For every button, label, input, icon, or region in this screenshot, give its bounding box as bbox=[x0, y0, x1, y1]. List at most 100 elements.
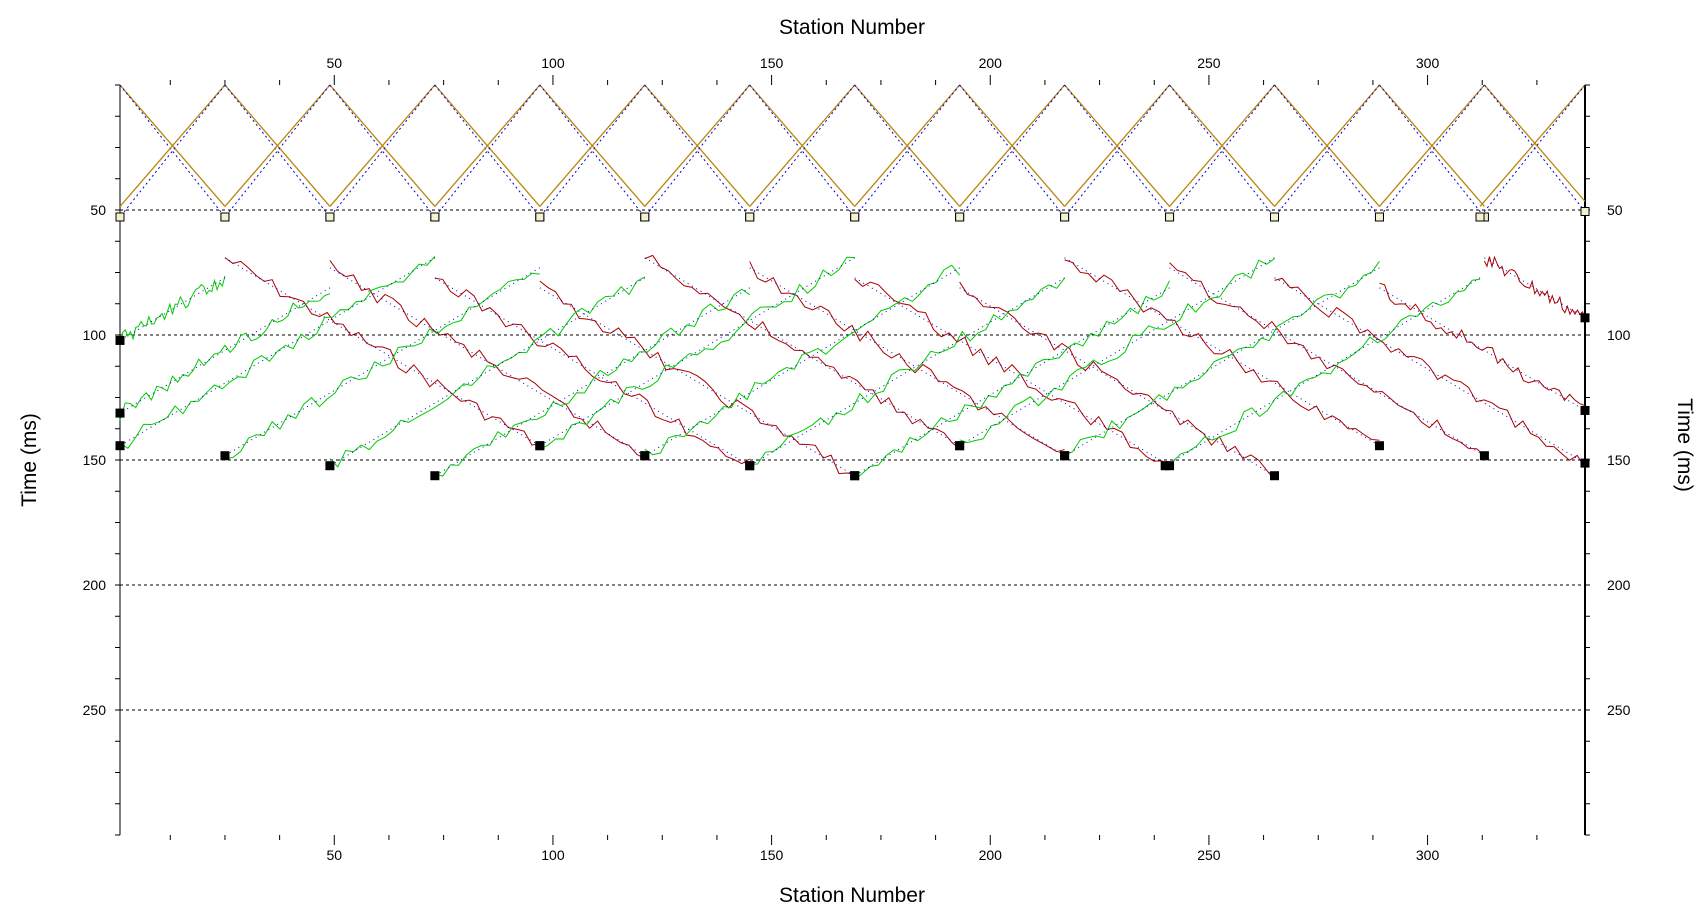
y-tick-label-right-250: 250 bbox=[1607, 702, 1631, 718]
refraction-model-line bbox=[119, 287, 331, 414]
refraction-model-line bbox=[959, 257, 1275, 447]
refraction-pick-line bbox=[539, 256, 855, 450]
direct-wave-model bbox=[749, 84, 856, 218]
direct-wave-model bbox=[224, 84, 331, 218]
x-tick-label-top-200: 200 bbox=[979, 55, 1003, 71]
refraction-end-marker bbox=[115, 441, 125, 451]
direct-wave-model bbox=[644, 84, 751, 218]
refraction-model-line bbox=[1169, 267, 1485, 457]
direct-wave-model bbox=[224, 84, 331, 218]
y-tick-label-left-100: 100 bbox=[83, 327, 107, 343]
direct-wave-model bbox=[329, 84, 436, 218]
refraction-end-marker bbox=[115, 335, 125, 345]
ticks bbox=[115, 75, 1590, 845]
direct-wave-pick bbox=[644, 84, 751, 207]
refraction-pick-line bbox=[959, 258, 1275, 444]
refraction-end-marker bbox=[325, 461, 335, 471]
refraction-pick-line bbox=[119, 293, 331, 421]
x-tick-label-top-250: 250 bbox=[1197, 55, 1221, 71]
direct-wave-model bbox=[119, 84, 226, 218]
crossover-marker bbox=[430, 212, 440, 222]
x-tick-label-top-100: 100 bbox=[541, 55, 565, 71]
refraction-end-marker bbox=[220, 451, 230, 461]
y-tick-label-left-150: 150 bbox=[83, 452, 107, 468]
direct-wave-model bbox=[749, 84, 856, 218]
direct-wave-model bbox=[329, 84, 436, 218]
direct-wave-model bbox=[434, 84, 541, 218]
x-tick-label-top-150: 150 bbox=[760, 55, 784, 71]
refraction-model-line bbox=[119, 277, 226, 341]
refraction-pick-line bbox=[854, 280, 1170, 481]
x-tick-label-bottom-200: 200 bbox=[979, 847, 1003, 863]
x-tick-label-bottom-250: 250 bbox=[1197, 847, 1221, 863]
direct-wave-pick bbox=[1064, 84, 1171, 207]
crossover-marker bbox=[1374, 212, 1384, 222]
refraction-pick-line bbox=[329, 260, 646, 460]
crossover-marker bbox=[1270, 212, 1280, 222]
direct-wave-model bbox=[1479, 84, 1586, 218]
crossover-marker bbox=[1580, 207, 1590, 216]
refraction-end-marker bbox=[1580, 458, 1590, 468]
x-tick-label-top-50: 50 bbox=[326, 55, 342, 71]
direct-wave-model bbox=[854, 84, 961, 218]
refraction-model-line bbox=[749, 267, 1065, 457]
crossover-marker bbox=[220, 212, 230, 222]
refraction-model-line bbox=[434, 277, 750, 467]
direct-wave-model bbox=[539, 84, 646, 218]
refraction-model-line bbox=[119, 257, 436, 447]
y-tick-label-right-150: 150 bbox=[1607, 452, 1631, 468]
refraction-model-line bbox=[1164, 277, 1481, 467]
x-tick-label-bottom-50: 50 bbox=[326, 847, 342, 863]
direct-wave-pick bbox=[749, 84, 856, 207]
y-axis-title-left: Time (ms) bbox=[18, 413, 41, 507]
x-tick-label-bottom-150: 150 bbox=[760, 847, 784, 863]
y-tick-label-right-50: 50 bbox=[1607, 202, 1623, 218]
refraction-model-line bbox=[749, 277, 1065, 467]
refraction-pick-line bbox=[1379, 282, 1586, 407]
direct-wave-pick bbox=[539, 84, 646, 207]
x-axis-title-top: Station Number bbox=[779, 16, 925, 39]
refraction-model-line bbox=[854, 277, 1170, 467]
direct-wave-model bbox=[1274, 84, 1380, 218]
direct-wave-pick bbox=[854, 84, 961, 207]
refraction-model-line bbox=[224, 257, 541, 447]
direct-wave-pick bbox=[119, 84, 226, 207]
x-tick-label-bottom-300: 300 bbox=[1416, 847, 1440, 863]
refraction-model-line bbox=[539, 257, 855, 447]
crossover-marker bbox=[640, 212, 650, 222]
direct-wave-model bbox=[434, 84, 541, 218]
direct-wave-model bbox=[1379, 84, 1485, 218]
refraction-pick-line bbox=[224, 272, 540, 459]
x-tick-label-bottom-100: 100 bbox=[541, 847, 565, 863]
direct-wave-model bbox=[1274, 84, 1380, 218]
refraction-pick-line bbox=[1064, 261, 1380, 456]
crossover-marker bbox=[535, 212, 545, 222]
refraction-pick-line bbox=[749, 261, 1065, 453]
direct-wave-model bbox=[959, 84, 1065, 218]
refraction-end-marker bbox=[1374, 441, 1384, 451]
refraction-pick-line bbox=[854, 278, 1170, 466]
refraction-model-line bbox=[1064, 257, 1380, 447]
pick-markers bbox=[115, 207, 1590, 481]
refraction-end-marker bbox=[850, 471, 860, 481]
crossover-marker bbox=[745, 212, 755, 222]
refraction-pick-line bbox=[1274, 277, 1586, 469]
refraction-end-marker bbox=[1580, 313, 1590, 323]
crossover-marker bbox=[1475, 212, 1485, 222]
crossover-marker bbox=[955, 212, 965, 222]
direct-wave-model bbox=[539, 84, 646, 218]
crossover-marker bbox=[850, 212, 860, 222]
direct-wave-model bbox=[119, 84, 226, 218]
refraction-end-marker bbox=[745, 461, 755, 471]
x-axis-title-bottom: Station Number bbox=[779, 884, 925, 907]
refraction-model-line bbox=[329, 267, 646, 457]
refraction-model-line bbox=[854, 287, 1170, 477]
y-tick-label-left-250: 250 bbox=[83, 702, 107, 718]
direct-wave-model bbox=[854, 84, 961, 218]
refraction-model-line bbox=[644, 257, 960, 447]
refraction-end-marker bbox=[955, 441, 965, 451]
refraction-model-line bbox=[434, 287, 750, 477]
crossover-marker bbox=[115, 212, 125, 222]
refraction-end-marker bbox=[115, 408, 125, 418]
